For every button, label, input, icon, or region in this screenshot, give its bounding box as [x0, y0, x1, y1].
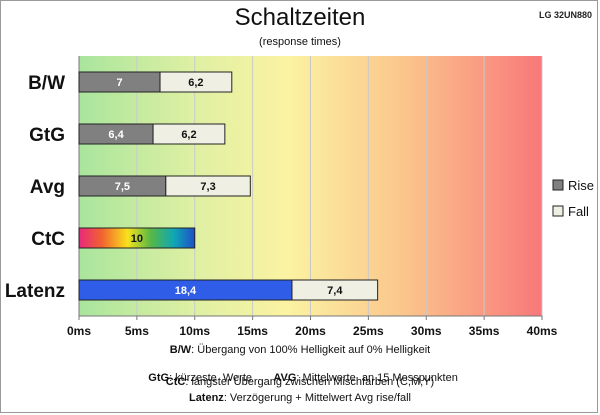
bar-ctc-label: 10 [131, 233, 143, 245]
x-tick-label: 15ms [237, 324, 268, 338]
category-label: CtC [31, 229, 65, 250]
x-tick-label: 0ms [67, 324, 91, 338]
category-label: B/W [28, 73, 65, 94]
chart-title: Schaltzeiten [234, 4, 366, 31]
bar-fall [152, 123, 226, 145]
footnote-latenz-key: Latenz [188, 392, 224, 404]
footnote-bw-key: B/W [169, 344, 192, 356]
x-tick-label: 10ms [179, 324, 210, 338]
bar-ctc [78, 227, 196, 249]
legend-label-fall: Fall [568, 204, 589, 219]
bar-fall-label: 6,2 [188, 77, 203, 89]
bar-latenz-label: 18,4 [175, 285, 197, 297]
bar-fall-label: 7,3 [200, 181, 215, 193]
bar-rise-label: 7 [116, 77, 122, 89]
category-label: GtG [29, 125, 65, 146]
category-label: Avg [30, 177, 65, 198]
footnote-gtg-text: : kürzeste Werte [169, 372, 274, 384]
x-tick-label: 35ms [469, 324, 500, 338]
footnote-avg-text: : Mittelwerte an 15 Messpunkten [296, 372, 458, 384]
bar-latenz-extra-label: 7,4 [327, 285, 343, 297]
chart-subtitle: (response times) [259, 36, 341, 48]
footnote-latenz-text: : Verzögerung + Mittelwert Avg rise/fall [223, 392, 412, 404]
x-tick-label: 30ms [411, 324, 442, 338]
footnote-bw-text: : Übergang von 100% Helligkeit auf 0% He… [191, 344, 431, 356]
monitor-model-label: LG 32UN880 [538, 10, 592, 20]
footnote-ctc: CtC: längster Übergang zwischen Mischfar… [0, 376, 600, 388]
footnote-latenz: Latenz: Verzögerung + Mittelwert Avg ris… [0, 392, 600, 404]
x-tick-label: 25ms [353, 324, 384, 338]
bar-rise-label: 7,5 [115, 181, 130, 193]
footnote-ctc-key: CtC [165, 376, 186, 388]
bar-latenz-extra [291, 279, 379, 301]
bar-fall-label: 6,2 [181, 129, 196, 141]
legend-label-rise: Rise [568, 178, 594, 193]
category-label: Latenz [5, 281, 65, 302]
bar-fall [159, 71, 233, 93]
legend-swatch-rise [552, 179, 564, 191]
x-tick-label: 40ms [527, 324, 558, 338]
footnote-gtg-avg: GtG: kürzeste Werte AVG: Mittelwerte an … [0, 360, 600, 384]
legend-swatch-fall [552, 205, 564, 217]
footnote-bw: B/W: Übergang von 100% Helligkeit auf 0%… [0, 344, 600, 356]
footnote-gtg-key: GtG [148, 372, 170, 384]
bar-rise-label: 6,4 [108, 129, 124, 141]
footnote-ctc-text: : längster Übergang zwischen Mischfarben… [185, 376, 435, 388]
bar-fall [165, 175, 251, 197]
footnote-avg-key: AVG [273, 372, 297, 384]
x-tick-label: 20ms [295, 324, 326, 338]
x-tick-label: 5ms [125, 324, 149, 338]
